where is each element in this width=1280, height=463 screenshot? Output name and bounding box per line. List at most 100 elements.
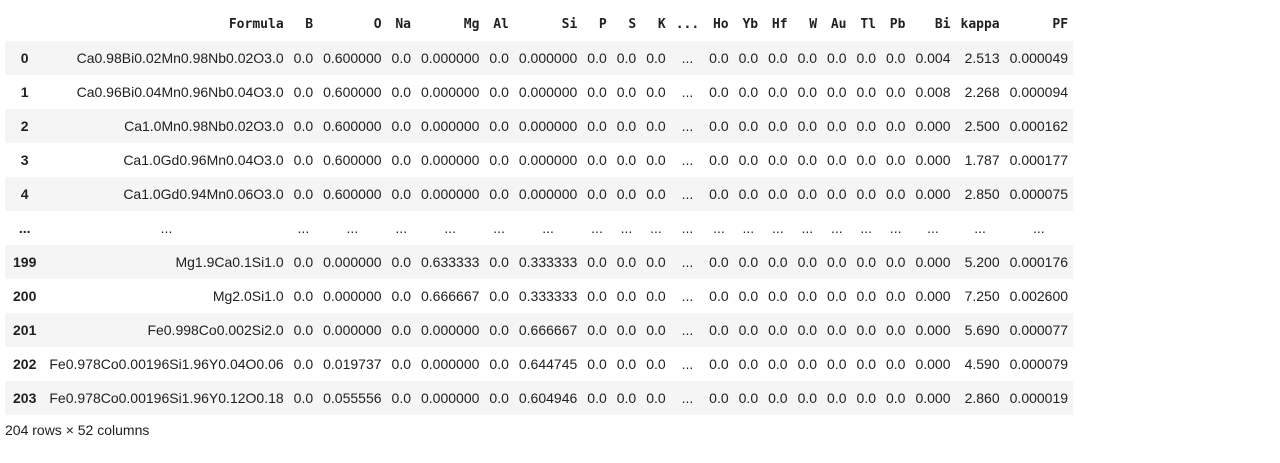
table-cell: 0.000 <box>915 356 951 372</box>
table-cell: 0.0 <box>797 322 818 338</box>
column-header: S <box>628 16 637 32</box>
table-cell: 0.0 <box>293 356 314 372</box>
table-row: ........................................… <box>5 211 1074 245</box>
table-cell: 0.0 <box>885 390 906 406</box>
table-cell: 0.0 <box>827 84 847 100</box>
table-cell: 0.0 <box>709 118 729 134</box>
table-row: 200 Mg2.0Si1.0 0.0 0.000000 0.0 0.666667 0.0 0.… <box>5 279 1074 313</box>
table-cell: 0.0 <box>709 254 729 270</box>
table-cell: Fe0.998Co0.002Si2.0 <box>147 322 284 338</box>
table-cell: 0.0 <box>616 152 637 168</box>
row-index: 201 <box>13 322 37 338</box>
table-cell: 0.0 <box>709 322 729 338</box>
table-cell: ... <box>681 220 694 236</box>
table-cell: 0.0 <box>293 254 314 270</box>
table-cell: 0.0 <box>738 186 759 202</box>
table-cell: 0.0 <box>587 84 607 100</box>
table-cell: ... <box>801 220 814 236</box>
table-cell: 0.0 <box>293 322 314 338</box>
table-cell: 0.0 <box>856 118 876 134</box>
table-cell: ... <box>742 220 755 236</box>
header-row: Formula B O Na Mg Al Si P S K... Ho Yb Hf W Au Tl Pb Bi ka… <box>5 7 1073 41</box>
table-cell: 0.0 <box>587 186 607 202</box>
column-header: P <box>598 16 607 32</box>
table-cell: 0.0 <box>885 322 906 338</box>
column-header: B <box>305 16 314 32</box>
table-cell: 0.0 <box>646 84 666 100</box>
table-cell: 0.000079 <box>1009 356 1069 372</box>
table-cell: 0.0 <box>797 118 818 134</box>
table-cell: 2.268 <box>964 84 1000 100</box>
table-cell: 0.0 <box>827 288 847 304</box>
table-cell: 0.0 <box>293 84 314 100</box>
table-cell: 0.0 <box>856 356 876 372</box>
table-cell: 0.0 <box>797 288 818 304</box>
column-header: Bi <box>934 16 951 32</box>
table-cell: 0.0 <box>587 254 607 270</box>
row-index: 202 <box>13 356 37 372</box>
table-cell: 0.0 <box>797 254 818 270</box>
table-cell: 0.0 <box>587 118 607 134</box>
table-cell: 0.0 <box>827 118 847 134</box>
table-cell: 0.600000 <box>323 84 382 100</box>
table-cell: 0.0 <box>391 84 411 100</box>
table-cell: 0.633333 <box>421 254 480 270</box>
table-cell: ... <box>620 220 633 236</box>
table-cell: ... <box>681 118 694 134</box>
column-header: kappa <box>960 16 1000 32</box>
table-cell: ... <box>681 186 694 202</box>
table-cell: 0.0 <box>768 356 788 372</box>
row-index: 4 <box>20 186 29 202</box>
table-cell: 7.250 <box>964 288 1000 304</box>
table-cell: 0.0 <box>885 84 906 100</box>
table-cell: 0.0 <box>587 390 607 406</box>
table-cell: ... <box>650 220 662 236</box>
row-index: 0 <box>20 50 29 66</box>
table-cell: 0.000094 <box>1009 84 1069 100</box>
table-row: 202 Fe0.978Co0.00196Si1.96Y0.04O0.06 0.0 0.… <box>5 347 1074 381</box>
table-cell: 0.666667 <box>421 288 480 304</box>
table-cell: 0.0 <box>489 50 509 66</box>
table-cell: 0.0 <box>738 152 759 168</box>
table-cell: 2.513 <box>964 50 1000 66</box>
table-cell: 0.0 <box>709 50 729 66</box>
table-cell: 0.0 <box>616 84 637 100</box>
column-header: Yb <box>742 16 759 32</box>
table-cell: Ca1.0Gd0.96Mn0.04O3.0 <box>123 152 284 168</box>
table-cell: 0.0 <box>489 152 509 168</box>
table-cell: 4.590 <box>964 356 1000 372</box>
table-cell: 2.500 <box>964 118 1000 134</box>
table-cell: 0.0 <box>738 356 759 372</box>
column-header: Al <box>493 16 509 32</box>
table-cell: 0.000000 <box>323 322 382 338</box>
table-row: 2 Ca1.0Mn0.98Nb0.02O3.0 0.0 0.600000 0.0 0.00… <box>5 109 1074 143</box>
table-row: 3 Ca1.0Gd0.96Mn0.04O3.0 0.0 0.600000 0.0 0.00… <box>5 143 1074 177</box>
table-row: 1 Ca0.96Bi0.04Mn0.96Nb0.04O3.0 0.0 0.600000… <box>5 75 1074 109</box>
table-cell: 0.0 <box>293 390 314 406</box>
table-cell: 0.0 <box>827 322 847 338</box>
table-cell: 0.0 <box>738 322 759 338</box>
table-cell: ... <box>542 220 554 236</box>
table-cell: ... <box>681 50 694 66</box>
table-cell: 0.0 <box>587 288 607 304</box>
table-cell: 0.0 <box>768 50 788 66</box>
table-cell: 0.0 <box>646 186 666 202</box>
table-cell: 0.0 <box>768 390 788 406</box>
table-cell: 0.0 <box>768 118 788 134</box>
table-cell: 0.0 <box>856 390 876 406</box>
table-cell: 0.0 <box>293 186 314 202</box>
table-cell: ... <box>860 220 873 236</box>
table-cell: 1.787 <box>964 152 1000 168</box>
row-index: 203 <box>13 390 37 406</box>
table-cell: 0.0 <box>646 152 666 168</box>
table-cell: 2.860 <box>964 390 1000 406</box>
table-cell: 0.0 <box>709 84 729 100</box>
table-cell: 0.600000 <box>323 152 382 168</box>
row-index: 2 <box>20 118 29 134</box>
table-cell: 0.0 <box>797 390 818 406</box>
table-cell: ... <box>681 84 694 100</box>
table-cell: ... <box>346 220 359 236</box>
table-cell: ... <box>297 220 310 236</box>
table-cell: 0.0 <box>709 390 729 406</box>
column-header: Au <box>830 16 847 32</box>
